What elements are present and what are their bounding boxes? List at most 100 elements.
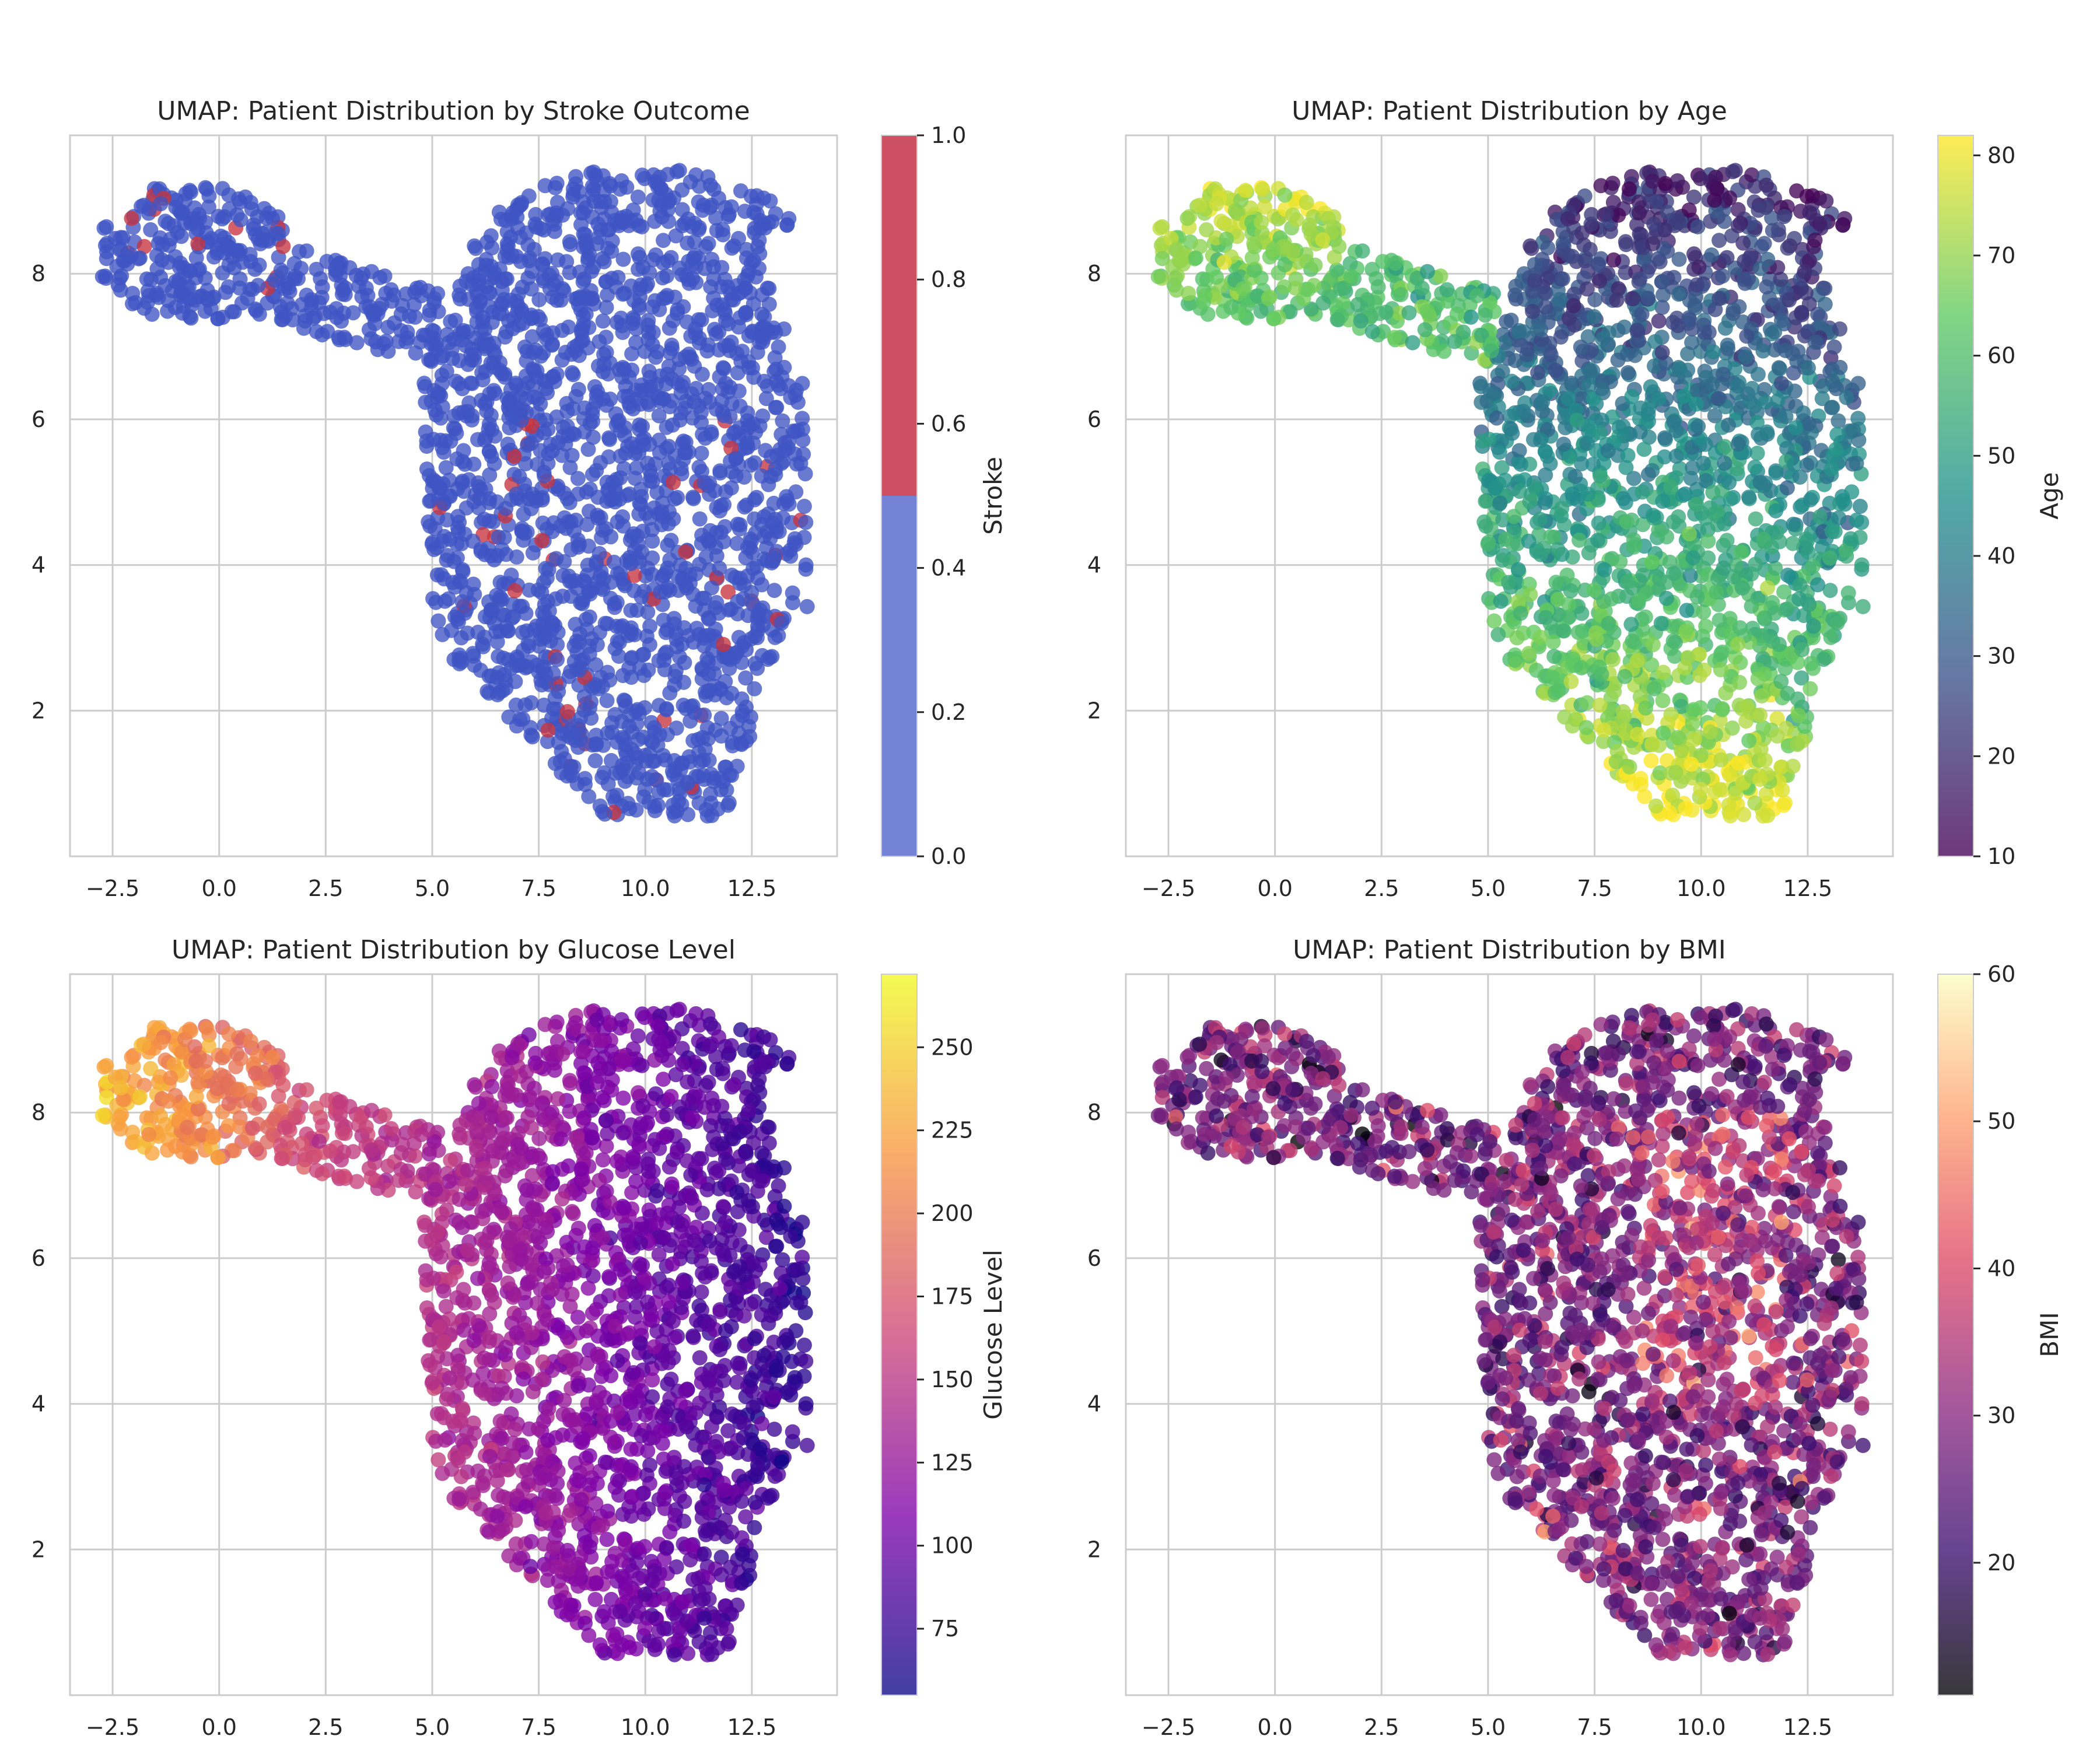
data-point	[716, 636, 731, 652]
data-point	[436, 495, 452, 511]
data-point	[1636, 442, 1652, 457]
data-point	[618, 699, 634, 714]
data-point	[587, 753, 603, 768]
data-point	[450, 509, 466, 524]
data-point	[1615, 418, 1631, 434]
data-point	[525, 377, 541, 393]
data-point	[518, 456, 534, 471]
data-point	[1530, 365, 1546, 380]
data-point	[1679, 603, 1695, 618]
data-point	[688, 380, 704, 396]
data-point	[1150, 269, 1166, 285]
data-point	[1538, 299, 1553, 315]
data-point	[579, 568, 595, 583]
data-point	[1823, 629, 1839, 645]
data-point	[663, 250, 679, 265]
data-point	[1840, 585, 1856, 601]
data-point	[495, 683, 510, 699]
data-point	[1393, 287, 1409, 302]
data-point	[1447, 334, 1462, 349]
data-point	[1640, 467, 1656, 482]
data-point	[250, 209, 265, 225]
data-point	[1663, 480, 1679, 495]
data-point	[377, 268, 393, 284]
colorbar-tick-label: 1.0	[931, 123, 966, 148]
data-point	[747, 492, 762, 508]
data-point	[1199, 222, 1214, 237]
colorbar-tick-label: 50	[1987, 443, 2015, 468]
data-point	[1768, 561, 1783, 576]
data-point	[1449, 306, 1465, 322]
data-point	[1742, 394, 1758, 410]
data-point	[603, 529, 619, 545]
data-point	[590, 681, 606, 696]
data-point	[167, 300, 183, 316]
data-point	[647, 724, 663, 740]
data-point	[572, 634, 587, 650]
data-point	[712, 465, 728, 481]
data-point	[1594, 667, 1609, 682]
data-point	[1592, 697, 1608, 713]
data-point	[1620, 365, 1636, 380]
data-point	[1839, 390, 1854, 405]
data-point	[136, 239, 152, 254]
data-point	[696, 707, 712, 723]
data-point	[1566, 197, 1581, 213]
data-point	[1750, 366, 1766, 382]
data-point	[664, 337, 680, 353]
data-point	[407, 309, 423, 325]
data-point	[1645, 236, 1661, 251]
x-tick-label: 2.5	[1364, 876, 1399, 901]
data-point	[523, 695, 539, 710]
data-point	[494, 541, 510, 557]
colorbar-tick-label: 0.0	[931, 844, 966, 869]
data-point	[588, 737, 604, 752]
data-point	[1716, 366, 1731, 382]
data-point	[570, 471, 586, 487]
data-point	[1685, 716, 1700, 732]
data-point	[1387, 256, 1403, 271]
data-point	[746, 205, 762, 220]
data-point	[1490, 626, 1506, 642]
data-point	[1767, 606, 1783, 621]
data-point	[345, 305, 361, 321]
data-point	[579, 484, 594, 500]
data-point	[1713, 752, 1729, 768]
data-point	[1522, 587, 1538, 603]
data-point	[793, 456, 808, 471]
data-point	[1738, 349, 1754, 365]
data-point	[1516, 324, 1531, 340]
data-point	[1494, 552, 1510, 568]
data-point	[1832, 321, 1847, 337]
data-point	[1574, 225, 1590, 241]
data-point	[1730, 436, 1746, 452]
data-point	[500, 436, 516, 452]
data-point	[1672, 361, 1688, 377]
data-point	[635, 259, 651, 275]
data-point	[1307, 257, 1323, 273]
data-point	[454, 562, 470, 578]
data-point	[465, 533, 481, 549]
data-point	[1670, 173, 1685, 188]
data-point	[519, 623, 534, 639]
data-point	[1633, 776, 1648, 792]
data-point	[1721, 475, 1737, 491]
data-point	[1343, 268, 1359, 284]
data-point	[1506, 509, 1521, 524]
data-point	[646, 500, 662, 516]
data-point	[435, 626, 450, 642]
data-point	[1521, 533, 1536, 549]
data-point	[568, 388, 584, 404]
data-point	[609, 314, 625, 330]
data-point	[1800, 533, 1815, 549]
data-point	[1646, 216, 1662, 232]
data-point	[1759, 279, 1774, 295]
data-point	[668, 720, 684, 736]
data-point	[718, 376, 733, 391]
x-tick-label: 10.0	[621, 876, 670, 901]
data-point	[1723, 808, 1738, 824]
data-point	[1645, 637, 1661, 653]
data-point	[526, 363, 542, 379]
data-point	[523, 720, 538, 736]
data-point	[1552, 292, 1567, 307]
